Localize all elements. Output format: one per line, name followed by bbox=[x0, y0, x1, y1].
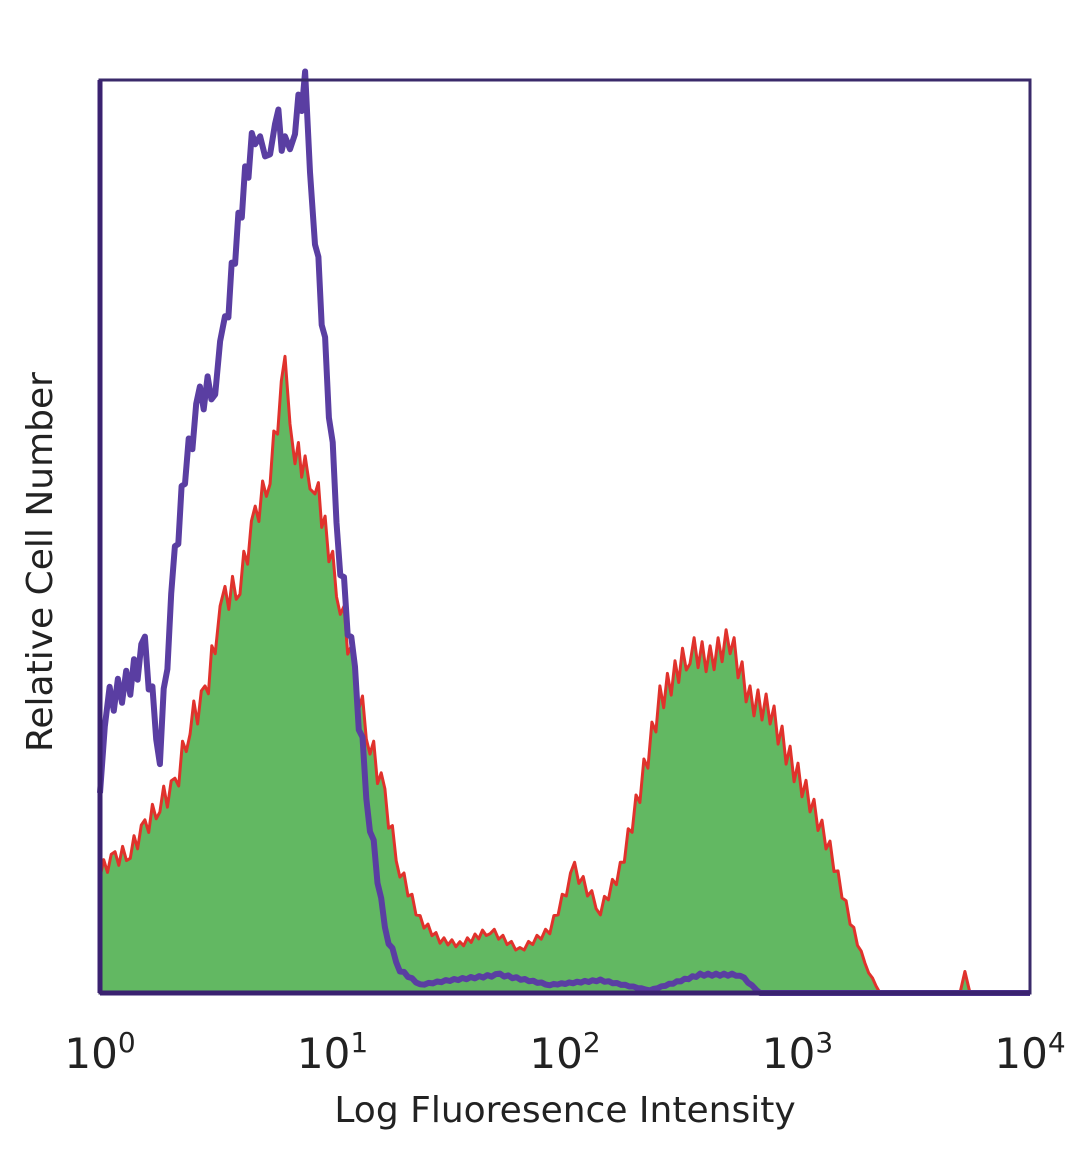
x-tick-exponent: 4 bbox=[1048, 1026, 1066, 1059]
x-tick-base: 10 bbox=[762, 1029, 815, 1078]
x-tick-exponent: 0 bbox=[118, 1026, 136, 1059]
x-tick-base: 10 bbox=[529, 1029, 582, 1078]
stained-histogram-fill bbox=[100, 356, 1030, 993]
x-tick-label: 103 bbox=[762, 1026, 833, 1078]
x-tick-exponent: 2 bbox=[583, 1026, 601, 1059]
x-tick-label: 104 bbox=[994, 1026, 1065, 1078]
y-axis-label: Relative Cell Number bbox=[20, 372, 61, 752]
x-tick-base: 10 bbox=[297, 1029, 350, 1078]
x-tick-label: 101 bbox=[297, 1026, 368, 1078]
x-axis-label: Log Fluoresence Intensity bbox=[334, 1090, 795, 1131]
x-tick-labels: 100 101 102 103 104 bbox=[64, 1026, 1065, 1078]
x-tick-label: 102 bbox=[529, 1026, 600, 1078]
plot-area bbox=[97, 68, 1030, 996]
x-tick-base: 10 bbox=[994, 1029, 1047, 1078]
x-tick-base: 10 bbox=[64, 1029, 117, 1078]
x-tick-exponent: 1 bbox=[350, 1026, 368, 1059]
x-tick-exponent: 3 bbox=[815, 1026, 833, 1059]
stained-histogram-line bbox=[98, 354, 1030, 995]
x-tick-label: 100 bbox=[64, 1026, 135, 1078]
